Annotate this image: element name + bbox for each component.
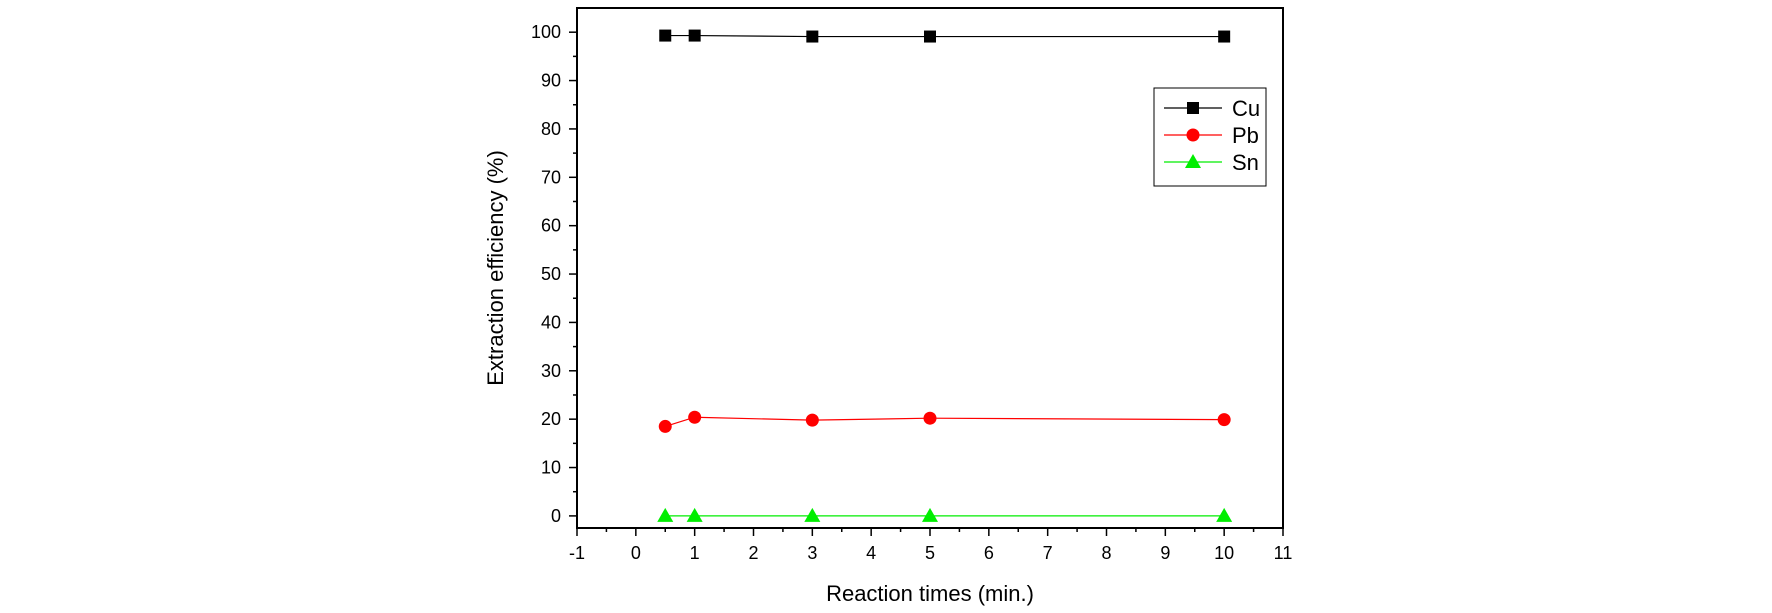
series-layer xyxy=(657,29,1233,522)
legend-box xyxy=(1153,87,1267,187)
legend-cu-label: Cu xyxy=(1232,96,1260,121)
series-pb-point xyxy=(688,410,702,424)
y-tick-label: 30 xyxy=(541,361,561,381)
x-tick-label: 3 xyxy=(807,543,817,563)
x-tick-label: 7 xyxy=(1043,543,1053,563)
series-sn-point xyxy=(657,507,674,522)
x-tick-label: -1 xyxy=(569,543,585,563)
series-cu-point xyxy=(1218,30,1231,43)
legend-sn-label: Sn xyxy=(1232,150,1259,175)
y-tick-label: 40 xyxy=(541,312,561,332)
y-tick-label: 100 xyxy=(531,22,561,42)
x-tick-label: 6 xyxy=(984,543,994,563)
x-tick-label: 9 xyxy=(1160,543,1170,563)
y-tick-label: 80 xyxy=(541,119,561,139)
series-cu-point xyxy=(924,30,936,43)
series-cu-point xyxy=(806,30,819,43)
y-tick-label: 20 xyxy=(541,409,561,429)
x-tick-label: 11 xyxy=(1274,543,1293,563)
x-axis-ticks: -1 0 1 2 3 4 5 6 7 8 9 10 11 xyxy=(569,528,1292,563)
series-cu-line xyxy=(665,34,1225,38)
series-pb-line xyxy=(665,416,1225,427)
y-tick-label: 50 xyxy=(541,264,561,284)
x-tick-label: 2 xyxy=(748,543,758,563)
y-tick-label: 10 xyxy=(541,458,561,478)
y-axis-ticks: 0 10 20 30 40 50 60 70 80 90 100 xyxy=(531,22,577,526)
series-pb-point xyxy=(658,419,672,433)
x-tick-label: 8 xyxy=(1101,543,1111,563)
series-sn-point xyxy=(1216,507,1233,522)
series-sn-point xyxy=(804,507,821,522)
series-pb-point xyxy=(923,411,937,425)
y-tick-label: 0 xyxy=(551,506,561,526)
series-pb-point xyxy=(805,413,819,427)
y-axis-title: Extraction efficiency (%) xyxy=(483,150,508,386)
legend-pb-label: Pb xyxy=(1232,123,1259,148)
x-tick-label: 10 xyxy=(1214,543,1234,563)
series-sn-point xyxy=(686,507,703,522)
y-tick-label: 90 xyxy=(541,71,561,91)
series-cu-point xyxy=(688,29,701,42)
y-tick-label: 60 xyxy=(541,216,561,236)
x-axis-title: Reaction times (min.) xyxy=(826,581,1034,606)
legend-cu-marker xyxy=(1187,102,1199,114)
legend-pb-marker xyxy=(1186,128,1200,142)
plot-frame xyxy=(576,7,1284,529)
legend-sn-marker xyxy=(1185,154,1201,168)
series-cu-point xyxy=(659,29,672,42)
x-tick-label: 0 xyxy=(631,543,641,563)
y-tick-label: 70 xyxy=(541,167,561,187)
x-tick-label: 4 xyxy=(866,543,876,563)
series-pb-point xyxy=(1217,413,1231,427)
series-sn-point xyxy=(922,507,938,522)
x-tick-label: 5 xyxy=(925,543,935,563)
x-tick-label: 1 xyxy=(690,543,700,563)
